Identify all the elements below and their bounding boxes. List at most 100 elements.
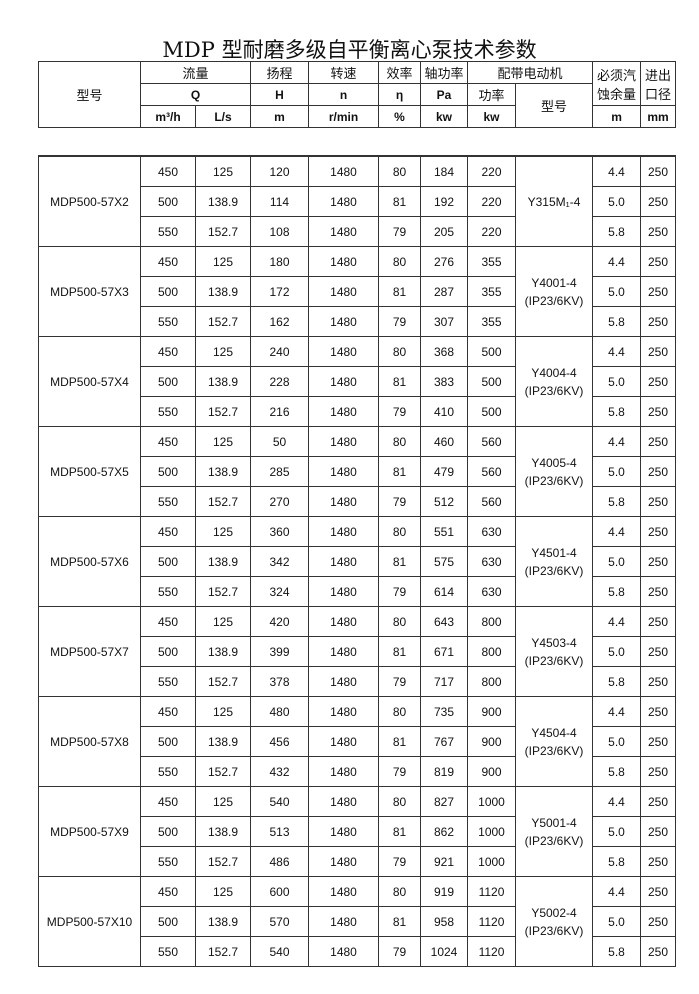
shaft-power-cell: 827: [420, 786, 468, 817]
efficiency-cell: 79: [378, 576, 421, 607]
flow-ls-cell: 152.7: [195, 216, 251, 247]
speed-cell: 1480: [308, 786, 379, 817]
table-row: 500 138.9 172 1480 81 287 355 5.0 250: [39, 276, 676, 307]
motor-power-cell: 220: [467, 186, 516, 217]
shaft-power-cell: 1024: [420, 936, 468, 967]
speed-cell: 1480: [308, 306, 379, 337]
port-cell: 250: [640, 155, 676, 187]
motor-model-line: Y4004-4: [531, 365, 577, 380]
port-cell: 250: [640, 696, 676, 727]
table-row: MDP500-57X3 450 125 180 1480 80 276 355 Y4001-4(…: [38, 246, 676, 337]
table-row: MDP500-57X5 450 125 50 1480 80 460 560 Y4005-4 (I…: [38, 426, 676, 517]
speed-cell: 1480: [308, 936, 379, 967]
motor-power-cell: 1120: [467, 876, 516, 907]
head-cell: 570: [250, 906, 309, 937]
data-table: MDP500-57X2 450 125 120 1480 80 184 220 Y315M₁-4…: [38, 155, 676, 967]
head-cell: 120: [250, 155, 309, 187]
shaft-power-cell: 184: [420, 155, 468, 187]
head-cell: 114: [250, 186, 309, 217]
motor-model-cell: Y5002-4 (IP23/6KV): [515, 876, 593, 967]
model-cell: MDP500-57X3: [38, 246, 141, 337]
npsh-cell: 4.4: [592, 336, 641, 367]
flow-ls-cell: 152.7: [195, 936, 251, 967]
flow-m3h-cell: 450: [140, 336, 196, 367]
npsh-cell: 4.4: [592, 155, 641, 187]
speed-cell: 1480: [308, 396, 379, 427]
head-cell: 50: [250, 426, 309, 457]
speed-cell: 1480: [308, 846, 379, 877]
port-cell: 250: [640, 336, 676, 367]
npsh-cell: 4.4: [592, 516, 641, 547]
npsh-cell: 5.8: [592, 846, 641, 877]
flow-m3h-cell: 450: [140, 516, 196, 547]
motor-model-line: (IP23/6KV): [524, 293, 584, 308]
npsh-cell: 4.4: [592, 786, 641, 817]
speed-cell: 1480: [308, 906, 379, 937]
unit-kw: kw: [420, 105, 469, 128]
shaft-power-cell: 410: [420, 396, 468, 427]
motor-model-cell: Y4503-4 (IP23/6KV): [515, 606, 593, 697]
motor-model-cell: Y315M₁-4: [515, 155, 593, 247]
flow-m3h-cell: 550: [140, 396, 196, 427]
port-cell: 250: [640, 456, 676, 487]
motor-model-line: (IP23/6KV): [524, 653, 584, 668]
head-cell: 540: [250, 936, 309, 967]
shaft-power-cell: 735: [420, 696, 468, 727]
motor-power-cell: 800: [467, 606, 516, 637]
motor-model-line: Y4503-4: [531, 635, 577, 650]
table-row: MDP500-57X9 450 125 540 1480 80 827 1000 Y5001-4…: [38, 786, 676, 877]
unit-npsh-m: m: [592, 105, 642, 128]
unit-mm: mm: [640, 105, 677, 128]
port-cell: 250: [640, 606, 676, 637]
head-cell: 378: [250, 666, 309, 697]
table-row: 500 138.9 399 1480 81 671 800 5.0 250: [39, 636, 676, 667]
header-efficiency: 效率: [378, 61, 422, 84]
motor-model-line: (IP23/6KV): [524, 743, 584, 758]
shaft-power-cell: 919: [420, 876, 468, 907]
port-cell: 250: [640, 756, 676, 787]
unit-rmin: r/min: [308, 105, 380, 128]
table-row: 550 152.7 486 1480 79 921 1000 5.8 250: [39, 846, 676, 877]
npsh-cell: 5.8: [592, 576, 641, 607]
table-row: 500 138.9 570 1480 81 958 1120 5.0 250: [39, 906, 676, 937]
motor-power-cell: 220: [467, 216, 516, 247]
table-row: MDP500-57X2 450 125 120 1480 80 184 220 Y315M₁-4…: [38, 155, 676, 247]
efficiency-cell: 79: [378, 846, 421, 877]
speed-cell: 1480: [308, 636, 379, 667]
head-cell: 540: [250, 786, 309, 817]
flow-m3h-cell: 500: [140, 366, 196, 397]
flow-ls-cell: 152.7: [195, 486, 251, 517]
motor-power-cell: 1000: [467, 846, 516, 877]
flow-ls-cell: 125: [195, 696, 251, 727]
speed-cell: 1480: [308, 816, 379, 847]
speed-cell: 1480: [308, 666, 379, 697]
port-cell: 250: [640, 546, 676, 577]
flow-m3h-cell: 450: [140, 786, 196, 817]
motor-power-cell: 630: [467, 546, 516, 577]
flow-ls-cell: 125: [195, 606, 251, 637]
motor-power-cell: 630: [467, 516, 516, 547]
flow-ls-cell: 125: [195, 246, 251, 277]
flow-m3h-cell: 450: [140, 606, 196, 637]
motor-power-cell: 220: [467, 155, 516, 187]
shaft-power-cell: 819: [420, 756, 468, 787]
table-row: MDP500-57X10 450 125 600 1480 80 919 1120 Y5002-…: [38, 876, 676, 967]
motor-model-line: (IP23/6KV): [524, 473, 584, 488]
shaft-power-cell: 368: [420, 336, 468, 367]
header-eta: η: [378, 83, 422, 106]
flow-ls-cell: 152.7: [195, 756, 251, 787]
motor-model-line: Y315M₁-4: [527, 194, 581, 209]
npsh-cell: 5.0: [592, 906, 641, 937]
port-cell: 250: [640, 426, 676, 457]
npsh-cell: 4.4: [592, 876, 641, 907]
npsh-cell: 5.0: [592, 366, 641, 397]
header-table: 型号 流量 扬程 转速 效率 轴功率 配带电动机 必须汽蚀余量 进出口径 Q H…: [38, 61, 677, 128]
npsh-cell: 4.4: [592, 606, 641, 637]
port-cell: 250: [640, 396, 676, 427]
speed-cell: 1480: [308, 756, 379, 787]
table-row: 550 152.7 432 1480 79 819 900 5.8 250: [39, 756, 676, 787]
flow-ls-cell: 138.9: [195, 636, 251, 667]
motor-power-cell: 800: [467, 636, 516, 667]
table-row: 500 138.9 228 1480 81 383 500 5.0 250: [39, 366, 676, 397]
shaft-power-cell: 192: [420, 186, 468, 217]
